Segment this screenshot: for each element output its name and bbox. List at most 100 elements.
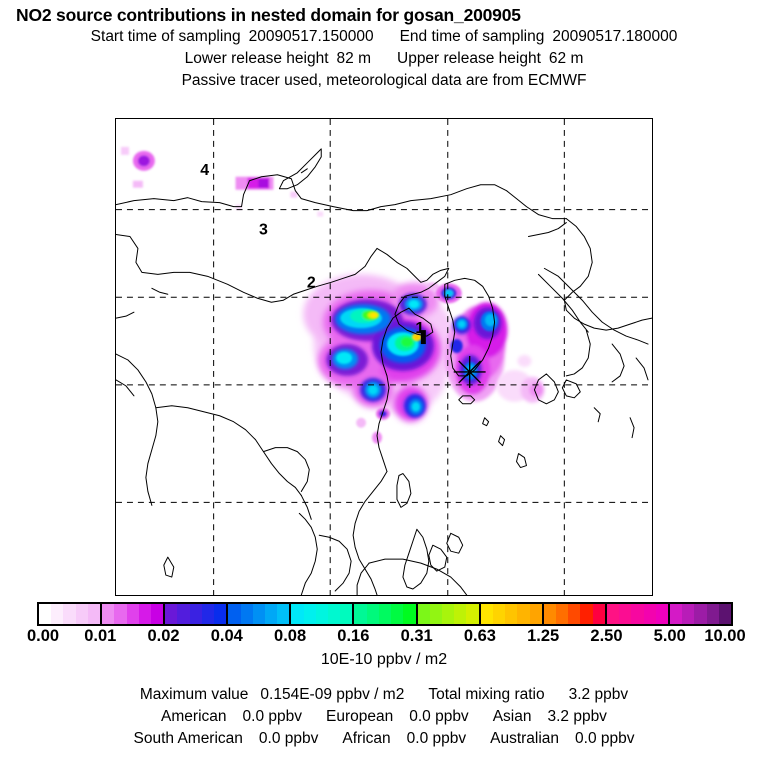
region-value-american: 0.0 ppbv xyxy=(242,708,302,725)
colorbar-step-2-4 xyxy=(214,604,227,624)
colorbar-step-3-4 xyxy=(277,604,290,624)
colorbar-step-10-1 xyxy=(682,604,695,624)
tracer-note: Passive tracer used, meteorological data… xyxy=(181,72,587,89)
region-value-european: 0.0 ppbv xyxy=(409,708,469,725)
page-title: NO2 source contributions in nested domai… xyxy=(16,5,521,25)
footer-summary-row: Maximum value 0.154E-09 ppbv / m2 Total mi… xyxy=(0,684,768,706)
colorbar-segment-9 xyxy=(606,604,670,624)
colorbar-step-1-2 xyxy=(126,604,139,624)
colorbar-step-8-4 xyxy=(592,604,605,624)
max-value-value: 0.154E-09 ppbv / m2 xyxy=(260,686,405,703)
release-height-row: Lower release height 82 m Upper release he… xyxy=(0,48,768,70)
total-mixing-ratio-label: Total mixing ratio xyxy=(428,686,545,703)
colorbar-tick-7: 0.63 xyxy=(463,627,496,645)
colorbar-segment-7 xyxy=(480,604,544,624)
colorbar-step-0-1 xyxy=(51,604,64,624)
colorbar-segment-5 xyxy=(354,604,418,624)
colorbar-step-3-1 xyxy=(240,604,253,624)
colorbar-tick-1: 0.01 xyxy=(84,627,117,645)
colorbar-tick-6: 0.31 xyxy=(400,627,433,645)
colorbar-step-8-0 xyxy=(543,604,556,624)
contour-labels: 1 2 3 4 xyxy=(200,162,424,337)
colorbar-step-6-0 xyxy=(417,604,430,624)
colorbar-step-10-3 xyxy=(706,604,719,624)
colorbar-tick-11: 10.00 xyxy=(704,627,746,645)
colorbar-step-5-3 xyxy=(391,604,404,624)
sampling-time-row: Start time of sampling 20090517.150000 End… xyxy=(0,26,768,48)
colorbar-tick-0: 0.00 xyxy=(26,627,60,645)
region-value-asian: 3.2 ppbv xyxy=(547,708,607,725)
colorbar-step-4-1 xyxy=(303,604,316,624)
colorbar-tick-10: 5.00 xyxy=(653,627,686,645)
colorbar-step-7-2 xyxy=(505,604,518,624)
colorbar-step-9-0 xyxy=(606,604,620,624)
contour-label-2: 2 xyxy=(307,274,316,291)
colorbar-step-3-2 xyxy=(252,604,265,624)
region-label-south-american: South American xyxy=(133,730,243,747)
colorbar-tick-5: 0.16 xyxy=(337,627,370,645)
colorbar-tick-3: 0.04 xyxy=(210,627,243,645)
footer: Maximum value 0.154E-09 ppbv / m2 Total mi… xyxy=(0,684,768,750)
colorbar-step-9-4 xyxy=(655,604,668,624)
region-label-australian: Australian xyxy=(490,730,560,747)
region-value-south-american: 0.0 ppbv xyxy=(258,730,319,747)
region-value-african: 0.0 ppbv xyxy=(406,730,467,747)
colorbar-step-4-0 xyxy=(291,604,304,624)
colorbar-step-5-4 xyxy=(403,604,416,624)
colorbar-segment-8 xyxy=(543,604,607,624)
colorbar-tick-2: 0.02 xyxy=(147,627,180,645)
colorbar-step-2-1 xyxy=(177,604,190,624)
colorbar-step-1-4 xyxy=(150,604,164,624)
region-value-australian: 0.0 ppbv xyxy=(575,730,635,747)
colorbar-step-3-0 xyxy=(228,604,241,624)
upper-release-height-value: 62 m xyxy=(548,50,584,67)
colorbar-step-8-1 xyxy=(555,604,569,624)
colorbar-step-6-2 xyxy=(442,604,455,624)
colorbar-segment-6 xyxy=(417,604,481,624)
upper-release-height-label: Upper release height xyxy=(397,50,541,67)
contour-label-4: 4 xyxy=(200,162,209,179)
colorbar-segment-3 xyxy=(228,604,292,624)
end-time-value: 20090517.180000 xyxy=(552,28,678,45)
contour-label-1: 1 xyxy=(415,320,424,337)
colorbar-step-9-1 xyxy=(619,604,632,624)
colorbar-step-2-0 xyxy=(165,604,178,624)
colorbar-step-1-1 xyxy=(114,604,127,624)
contour-label-3: 3 xyxy=(259,222,268,239)
max-value-label: Maximum value xyxy=(139,686,249,703)
start-time-label: Start time of sampling xyxy=(90,28,241,45)
colorbar-step-9-3 xyxy=(643,604,656,624)
coastlines xyxy=(116,148,652,595)
colorbar-segment-0 xyxy=(39,604,103,624)
header: NO2 source contributions in nested domai… xyxy=(0,0,768,92)
colorbar-tick-4: 0.08 xyxy=(274,627,307,645)
colorbar-step-6-4 xyxy=(466,604,479,624)
colorbar-step-0-2 xyxy=(63,604,76,624)
colorbar-tick-labels: 0.00 0.01 0.02 0.04 0.08 0.16 0.31 0.63 1.25 2.50… xyxy=(0,626,768,648)
colorbar-step-4-2 xyxy=(315,604,329,624)
colorbar-tick-9: 2.50 xyxy=(590,627,623,645)
colorbar-step-4-3 xyxy=(328,604,341,624)
footer-region-row-1: American 0.0 ppbv European 0.0 ppbv Asian 3.2… xyxy=(0,706,768,728)
colorbar xyxy=(37,602,733,626)
colorbar-step-0-0 xyxy=(39,604,52,624)
colorbar-step-7-0 xyxy=(480,604,493,624)
colorbar-step-7-3 xyxy=(517,604,530,624)
colorbar-step-10-2 xyxy=(694,604,707,624)
map-svg: 1 2 3 4 xyxy=(116,119,652,595)
region-label-african: African xyxy=(342,730,391,747)
start-time-value: 20090517.150000 xyxy=(248,28,374,45)
colorbar-segment-2 xyxy=(165,604,229,624)
colorbar-segment-10 xyxy=(669,604,732,624)
colorbar-step-8-3 xyxy=(580,604,593,624)
colorbar-step-2-2 xyxy=(189,604,202,624)
colorbar-step-7-1 xyxy=(492,604,506,624)
colorbar-step-8-2 xyxy=(568,604,581,624)
colorbar-segment-1 xyxy=(102,604,166,624)
map-plot-area: 1 2 3 4 xyxy=(115,118,653,596)
map-gridlines xyxy=(116,119,652,595)
colorbar-step-0-3 xyxy=(75,604,88,624)
total-mixing-ratio-value: 3.2 ppbv xyxy=(568,686,629,703)
lower-release-height-label: Lower release height xyxy=(184,50,329,67)
colorbar-step-5-1 xyxy=(366,604,379,624)
